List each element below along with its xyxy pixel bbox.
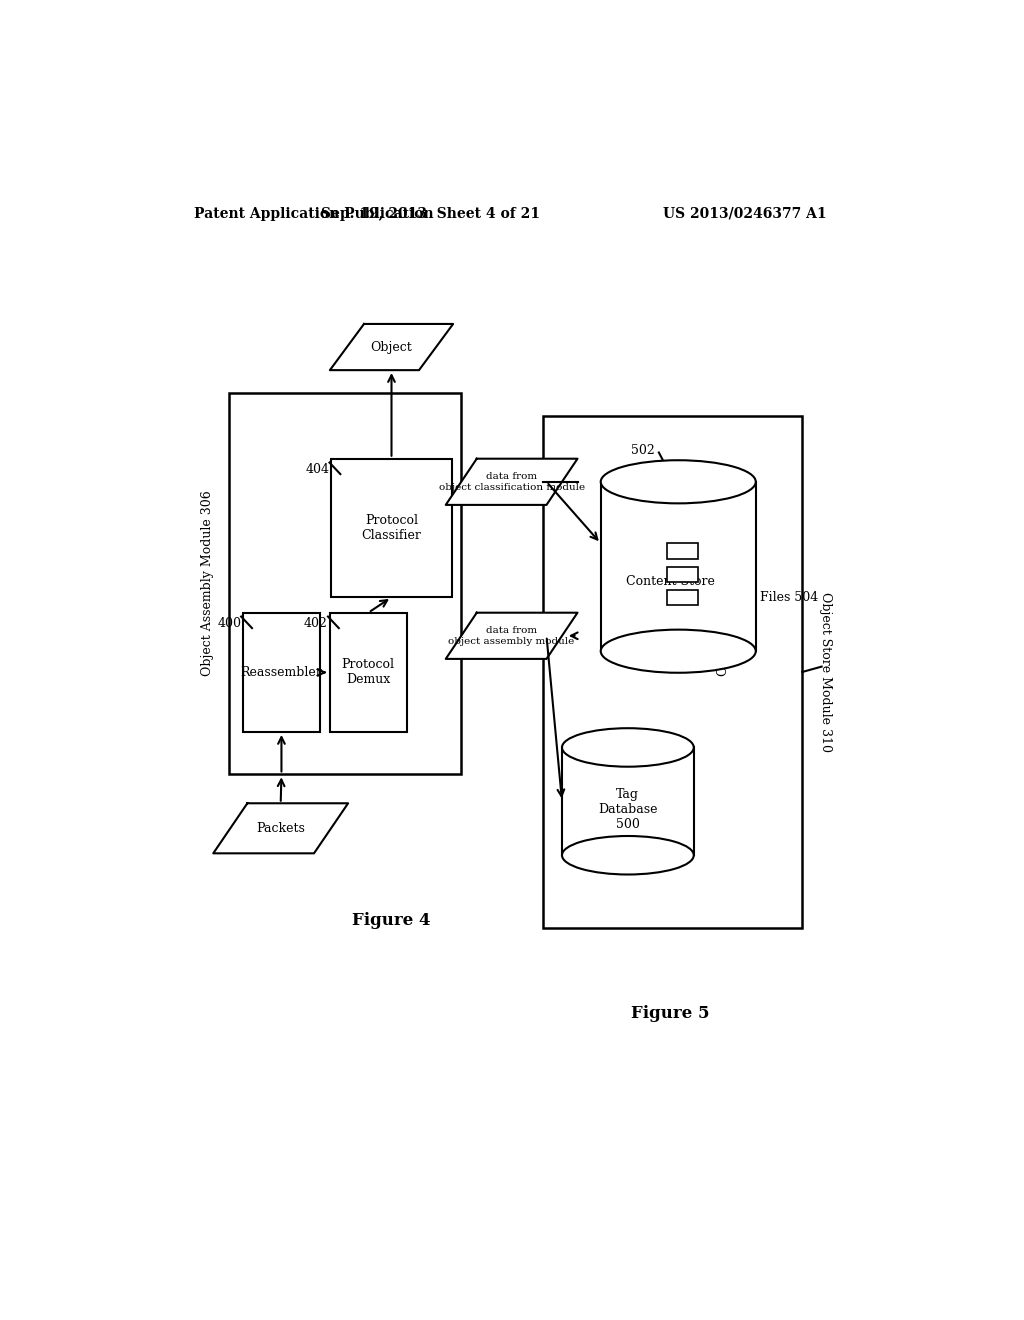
Ellipse shape	[601, 461, 756, 503]
Text: US 2013/0246377 A1: US 2013/0246377 A1	[663, 207, 826, 220]
Text: Reassembler: Reassembler	[241, 665, 323, 678]
Polygon shape	[445, 612, 578, 659]
Bar	[667, 544, 697, 558]
Text: Protocol
Classifier: Protocol Classifier	[361, 513, 422, 543]
Bar	[543, 416, 802, 928]
Bar	[331, 459, 452, 598]
Bar	[228, 393, 461, 775]
Text: 402: 402	[304, 616, 328, 630]
Bar	[562, 747, 693, 855]
Text: Sep. 19, 2013  Sheet 4 of 21: Sep. 19, 2013 Sheet 4 of 21	[321, 207, 540, 220]
Text: 400: 400	[217, 616, 241, 630]
Ellipse shape	[562, 836, 693, 875]
Text: Packets: Packets	[256, 822, 305, 834]
Polygon shape	[330, 323, 453, 370]
Text: Content Store: Content Store	[626, 576, 715, 589]
Text: Figure 4: Figure 4	[352, 912, 431, 929]
Text: 502: 502	[631, 445, 655, 458]
Text: Tag
Database
500: Tag Database 500	[598, 788, 657, 830]
Text: Files 504: Files 504	[760, 591, 818, 603]
Polygon shape	[213, 804, 348, 853]
Text: Figure 5: Figure 5	[631, 1005, 710, 1022]
Bar	[330, 612, 407, 733]
Text: data from
object classification module: data from object classification module	[438, 473, 585, 491]
Polygon shape	[445, 459, 578, 506]
Bar	[667, 590, 697, 605]
Text: Object Assembly Module 306: Object Assembly Module 306	[717, 491, 730, 676]
Text: data from
object assembly module: data from object assembly module	[449, 626, 574, 645]
Bar	[667, 566, 697, 582]
Text: Patent Application Publication: Patent Application Publication	[194, 207, 433, 220]
Text: Object Assembly Module 306: Object Assembly Module 306	[201, 491, 214, 676]
Bar	[243, 612, 321, 733]
Ellipse shape	[562, 729, 693, 767]
Text: Protocol
Demux: Protocol Demux	[342, 659, 394, 686]
Text: Object: Object	[371, 341, 413, 354]
Text: 404: 404	[305, 462, 330, 475]
Ellipse shape	[601, 630, 756, 673]
Text: Object Store Module 310: Object Store Module 310	[819, 591, 831, 752]
Bar	[601, 482, 756, 651]
